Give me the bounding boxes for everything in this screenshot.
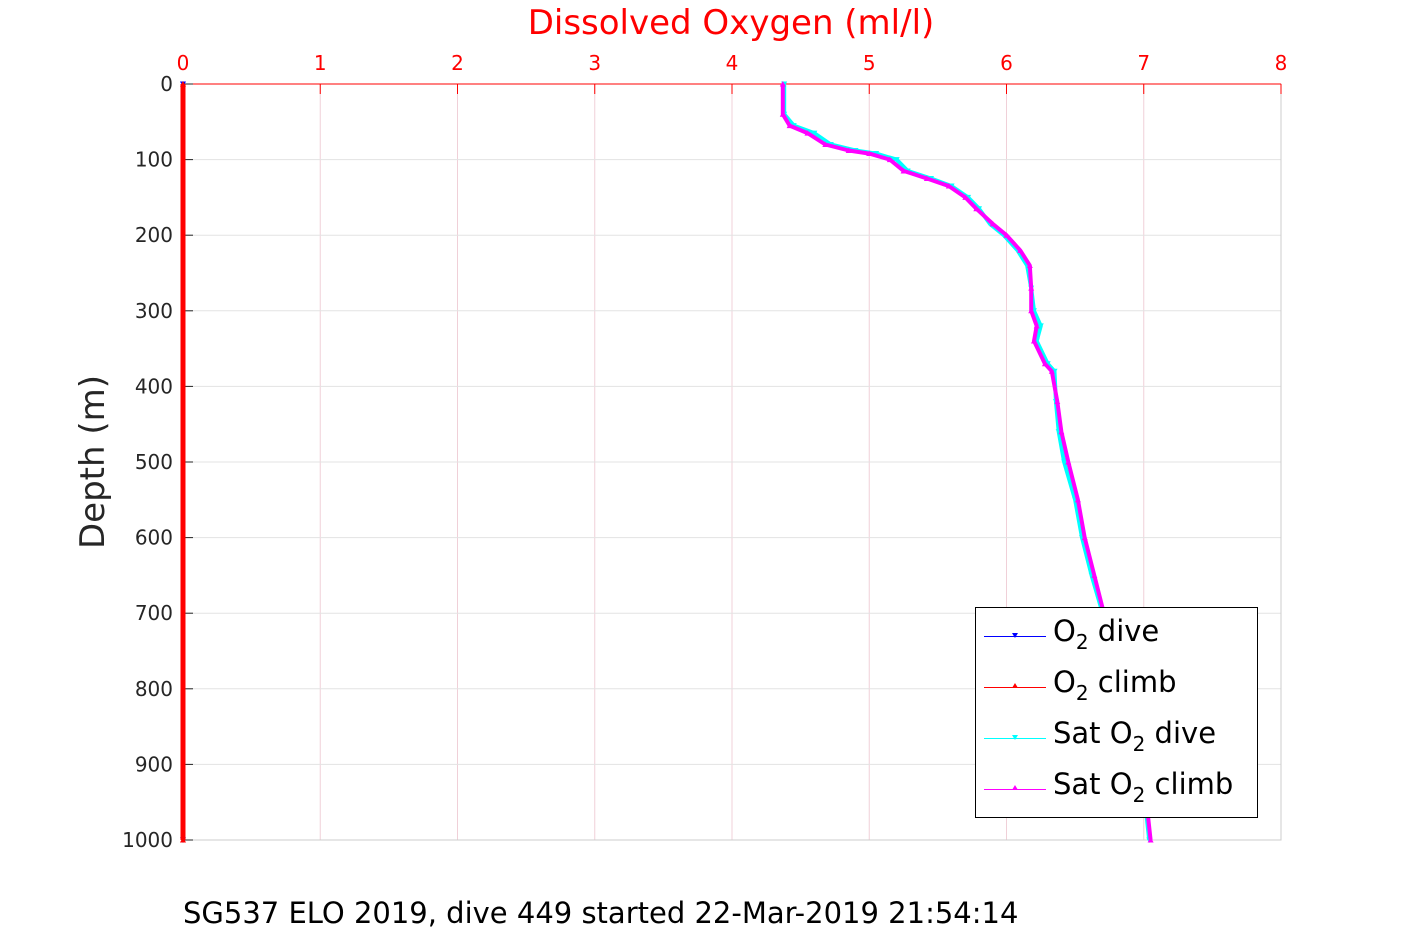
y-tick-label: 200 xyxy=(135,223,173,247)
series-point xyxy=(900,167,907,174)
series-point xyxy=(1048,368,1055,374)
series-point xyxy=(180,81,186,87)
series-point xyxy=(1065,459,1072,465)
legend-label: Sat O2 dive xyxy=(1053,716,1217,756)
series-point xyxy=(1058,428,1065,435)
legend-marker-icon xyxy=(1012,633,1018,638)
legend-item: Sat O2 dive xyxy=(976,710,1257,760)
series-point xyxy=(1003,232,1010,238)
series-point xyxy=(923,175,930,181)
x-tick-label: 5 xyxy=(863,51,876,75)
x-tick-label: 2 xyxy=(451,51,464,75)
series-point xyxy=(893,157,900,163)
y-tick-label: 300 xyxy=(135,299,173,323)
x-tick-label: 0 xyxy=(177,51,190,75)
x-tick-label: 4 xyxy=(726,51,739,75)
y-tick-label: 500 xyxy=(135,450,173,474)
y-axis-label: Depth (m) xyxy=(73,375,113,549)
series-point xyxy=(1074,496,1081,503)
series-point xyxy=(845,147,852,154)
legend-label: O2 climb xyxy=(1053,665,1177,705)
legend-item: O2 climb xyxy=(976,659,1257,709)
series-point xyxy=(1091,572,1098,578)
series-point xyxy=(1081,534,1088,541)
series-point xyxy=(804,130,811,136)
series-point xyxy=(786,122,793,129)
series-point xyxy=(1037,323,1044,329)
series-point xyxy=(945,183,952,189)
x-tick-label: 6 xyxy=(1000,51,1013,75)
y-tick-label: 900 xyxy=(135,752,173,776)
series-point xyxy=(1017,247,1024,253)
legend: O2 dive O2 climb Sat O2 dive Sat O2 climb xyxy=(975,607,1258,818)
series-point xyxy=(180,837,186,843)
series-point xyxy=(989,220,996,227)
series-point xyxy=(1054,398,1061,405)
series-point xyxy=(1028,307,1035,314)
series-point xyxy=(779,81,786,87)
y-tick-label: 800 xyxy=(135,677,173,701)
x-tick-label: 3 xyxy=(588,51,601,75)
y-tick-label: 600 xyxy=(135,526,173,550)
series-point xyxy=(779,111,786,117)
series-point xyxy=(822,141,829,147)
series-point xyxy=(1026,262,1033,268)
series-point xyxy=(811,130,818,137)
legend-label: Sat O2 climb xyxy=(1053,767,1234,807)
legend-marker-icon xyxy=(1012,785,1018,790)
legend-marker-icon xyxy=(1012,735,1018,740)
figure-caption: SG537 ELO 2019, dive 449 started 22-Mar-… xyxy=(183,896,1019,930)
x-tick-label: 8 xyxy=(1275,51,1288,75)
y-tick-label: 0 xyxy=(160,72,173,96)
x-tick-label: 7 xyxy=(1137,51,1150,75)
series-point xyxy=(1033,322,1040,329)
chart-title: Dissolved Oxygen (ml/l) xyxy=(528,3,935,43)
legend-marker-icon xyxy=(1012,683,1018,688)
series-point xyxy=(1041,360,1048,367)
x-tick-label: 1 xyxy=(314,51,327,75)
legend-item: Sat O2 climb xyxy=(976,761,1257,811)
legend-label: O2 dive xyxy=(1053,614,1160,654)
y-tick-label: 1000 xyxy=(122,828,173,852)
series-point xyxy=(886,156,893,163)
y-tick-label: 700 xyxy=(135,601,173,625)
grid-lines xyxy=(182,83,1282,841)
series-point xyxy=(962,194,969,200)
y-tick-label: 100 xyxy=(135,148,173,172)
series-point xyxy=(1061,459,1068,465)
series-point xyxy=(1147,837,1154,843)
series-point xyxy=(973,205,980,212)
y-tick-label: 400 xyxy=(135,374,173,398)
legend-item: O2 dive xyxy=(976,608,1257,658)
series-point xyxy=(1030,338,1037,344)
series-point xyxy=(1028,285,1035,291)
series-point xyxy=(866,150,873,157)
